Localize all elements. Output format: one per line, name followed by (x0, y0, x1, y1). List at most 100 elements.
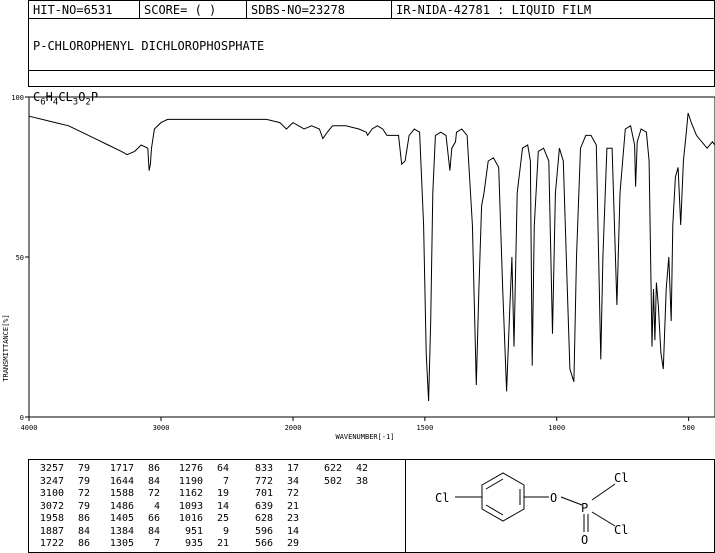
peak-transmittance: 72 (77, 488, 90, 499)
peak-transmittance: 42 (355, 463, 368, 474)
peak-row: 1887 84 (36, 526, 90, 539)
peak-wavenumber: 1384 (109, 525, 134, 537)
peak-wavenumber: 566 (254, 538, 273, 549)
peak-transmittance: 21 (216, 538, 229, 549)
formula-subscript: 6 (40, 97, 46, 108)
peak-transmittance: 86 (77, 513, 90, 524)
peak-wavenumber: 502 (323, 475, 342, 487)
compound-name: P-CHLOROPHENYL DICHLOROPHOSPHATE (33, 39, 265, 53)
peak-wavenumber: 1305 (109, 538, 134, 549)
peak-transmittance: 66 (147, 513, 160, 524)
y-tick-label: 0 (20, 414, 24, 422)
peak-transmittance: 72 (286, 488, 299, 499)
ir-spectrum-chart: 4000 3000 2000 1500 1000 500 0 50 100 WAVENUMBER… (2, 94, 715, 441)
peak-transmittance: 72 (147, 488, 160, 499)
header-divider (246, 1, 247, 19)
peak-row: 1093 14 (175, 501, 229, 514)
peak-wavenumber: 1190 (178, 475, 203, 487)
atom-oxygen-double: O (581, 533, 588, 547)
peak-row: 701 72 (245, 488, 299, 501)
formula-subscript: 2 (85, 97, 91, 108)
peak-transmittance: 17 (286, 463, 299, 474)
peak-column: 622 42 502 38 (314, 463, 368, 488)
peak-transmittance: 79 (77, 463, 90, 474)
ir-nida: IR-NIDA-42781 : LIQUID FILM (396, 3, 592, 17)
peak-wavenumber: 1722 (39, 538, 64, 549)
plot-frame (28, 96, 715, 418)
peak-transmittance: 4 (153, 500, 160, 512)
sdbs-no: SDBS-NO=23278 (251, 3, 345, 17)
y-tick-label: 100 (11, 94, 24, 102)
peak-wavenumber: 935 (184, 538, 203, 549)
peak-row: 772 34 (245, 476, 299, 489)
peak-row: 1722 86 (36, 538, 90, 551)
peak-wavenumber: 1276 (178, 463, 203, 474)
peak-wavenumber: 772 (254, 475, 273, 487)
peak-wavenumber: 1405 (109, 513, 134, 524)
compound-box: P-CHLOROPHENYL DICHLOROPHOSPHATE C6H4CL3… (28, 18, 715, 107)
peak-row: 1016 25 (175, 513, 229, 526)
x-axis-label: WAVENUMBER[-1] (335, 433, 394, 441)
peak-row: 833 17 (245, 463, 299, 476)
peak-row: 1644 84 (106, 476, 160, 489)
atom-cl-left: Cl (435, 491, 449, 505)
peak-row: 566 29 (245, 538, 299, 551)
peak-column: 1276 64 1190 7 1162 19 1093 14 1016 25 951 9 935 21 (175, 463, 229, 551)
peak-row: 502 38 (314, 476, 368, 489)
peak-row: 3100 72 (36, 488, 90, 501)
peak-wavenumber: 1093 (178, 500, 203, 512)
x-tick-label: 1000 (548, 424, 565, 432)
atom-phosphorus: P (581, 501, 588, 515)
peak-row: 1190 7 (175, 476, 229, 489)
peak-transmittance: 25 (216, 513, 229, 524)
peak-transmittance: 29 (286, 538, 299, 549)
peak-column: 1717 86 1644 84 1588 72 1486 4 1405 66 1384 84 1305 7 (106, 463, 160, 551)
peak-wavenumber: 639 (254, 500, 273, 512)
peak-column: 833 17 772 34 701 72 639 21 628 23 596 14 566 29 (245, 463, 299, 551)
ring-double-bond (485, 478, 504, 490)
peak-row: 1588 72 (106, 488, 160, 501)
peak-row: 1405 66 (106, 513, 160, 526)
peak-wavenumber: 3072 (39, 500, 64, 512)
peak-wavenumber: 628 (254, 513, 273, 524)
peak-wavenumber: 3247 (39, 475, 64, 487)
peak-row: 1276 64 (175, 463, 229, 476)
chemical-structure: Cl O P Cl Cl O (435, 471, 628, 547)
peak-transmittance: 34 (286, 475, 299, 487)
bond (560, 496, 583, 506)
y-axis-label: TRANSMITTANCE[%] (2, 314, 10, 381)
peak-transmittance: 38 (355, 475, 368, 487)
ring-double-bond (485, 504, 504, 516)
header-divider (139, 1, 140, 19)
peak-row: 3072 79 (36, 501, 90, 514)
peak-row: 628 23 (245, 513, 299, 526)
peak-row: 639 21 (245, 501, 299, 514)
peak-transmittance: 7 (153, 538, 160, 549)
bond (591, 511, 616, 527)
peak-wavenumber: 1717 (109, 463, 134, 474)
peak-transmittance: 64 (216, 463, 229, 474)
peak-wavenumber: 1887 (39, 525, 64, 537)
peak-wavenumber: 1162 (178, 488, 203, 499)
peak-wavenumber: 3257 (39, 463, 64, 474)
formula-subscript: 4 (52, 97, 59, 108)
peak-row: 1384 84 (106, 526, 160, 539)
benzene-ring (481, 472, 525, 522)
peak-row: 1305 7 (106, 538, 160, 551)
peak-transmittance: 79 (77, 500, 90, 512)
bond (591, 483, 616, 501)
peak-wavenumber: 951 (184, 525, 203, 537)
peak-transmittance: 14 (216, 500, 229, 512)
peak-wavenumber: 1486 (109, 500, 134, 512)
peak-row: 1958 86 (36, 513, 90, 526)
atom-oxygen: O (550, 491, 557, 505)
peak-wavenumber: 701 (254, 488, 273, 499)
peak-row: 3257 79 (36, 463, 90, 476)
header-bar: HIT-NO=6531 SCORE= ( ) SDBS-NO=23278 IR-… (28, 0, 715, 19)
hit-no: HIT-NO=6531 (33, 3, 113, 17)
atom-cl-bottom: Cl (614, 523, 628, 537)
peak-row: 3247 79 (36, 476, 90, 489)
axis-ticks: 4000 3000 2000 1500 1000 500 0 50 100 (11, 94, 695, 432)
peak-row: 1162 19 (175, 488, 229, 501)
formula-subscript: 3 (72, 97, 79, 108)
